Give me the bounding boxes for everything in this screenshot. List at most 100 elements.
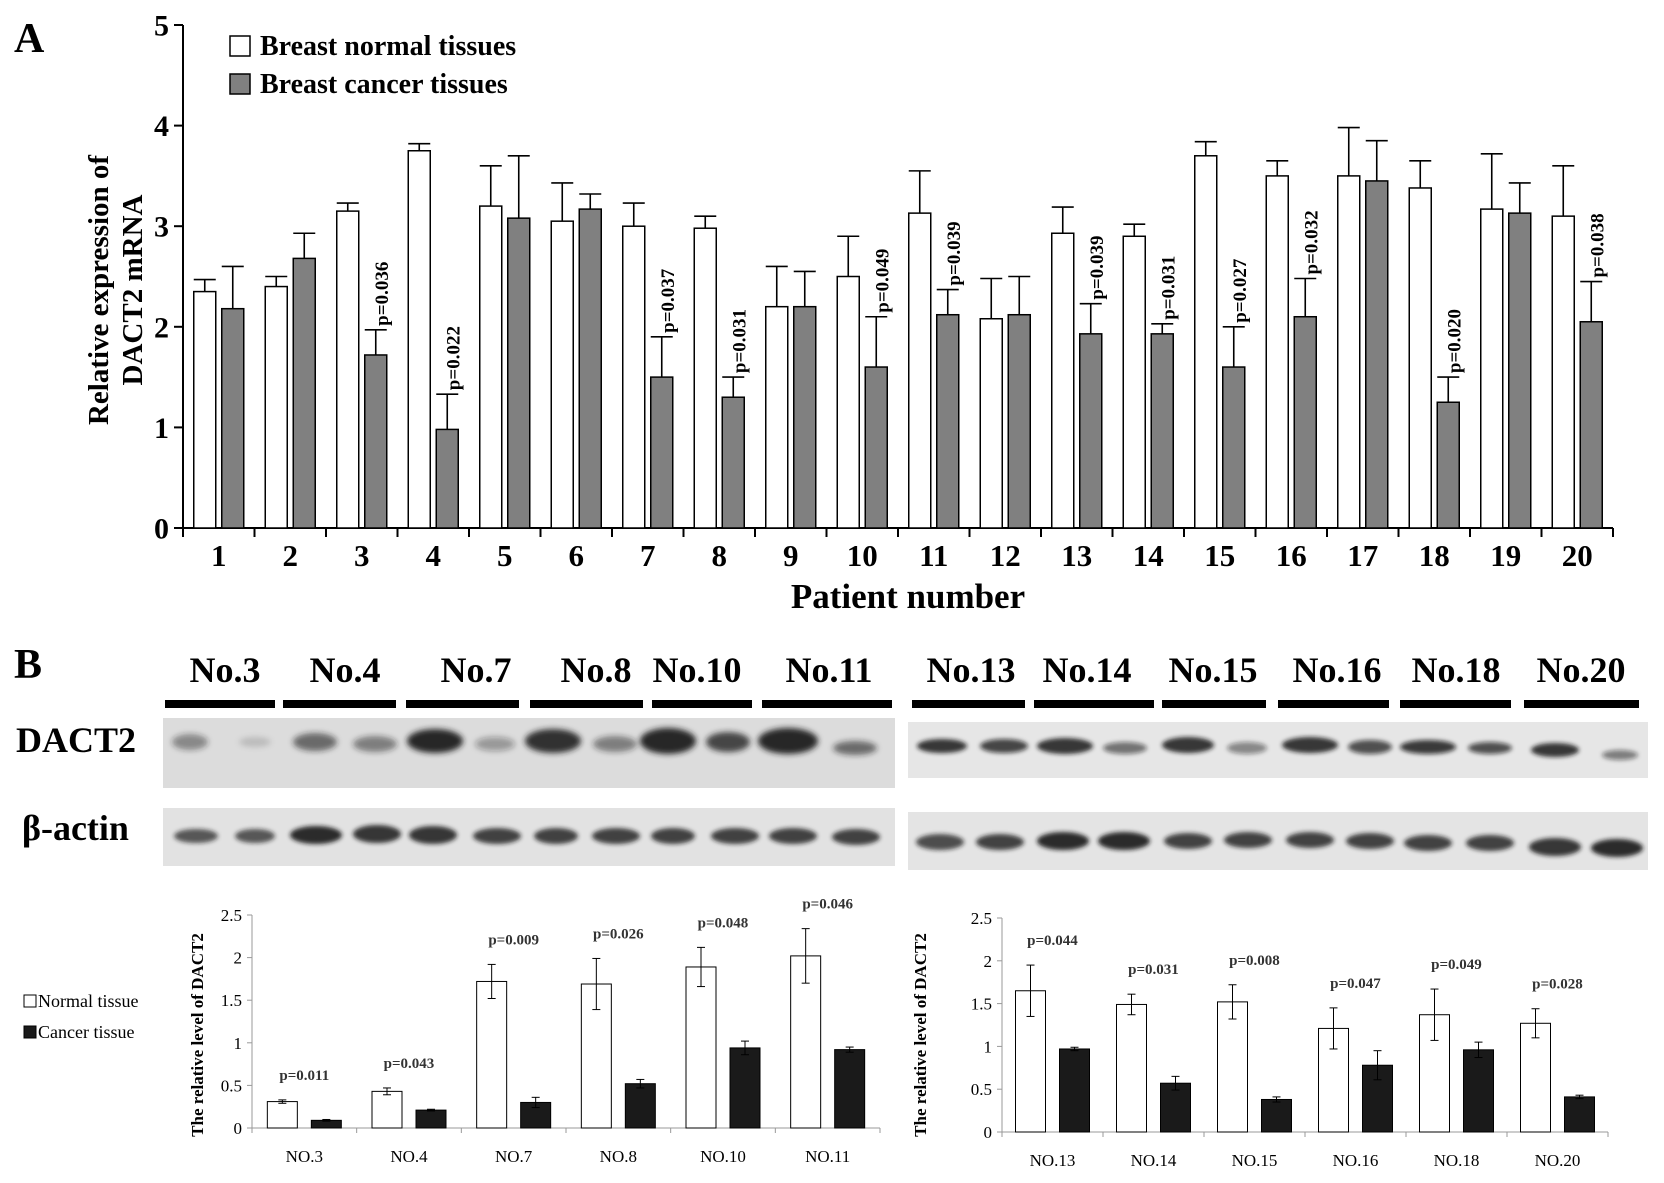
y-tick-label: 2 bbox=[154, 311, 169, 344]
bar bbox=[1194, 155, 1218, 529]
x-tick-label: 1 bbox=[211, 538, 227, 573]
panel-b-right-chart: 0 0.5 1 1.5 2 2.5 NO.13 NO.14 NO.15 NO.16 NO.18 NO.… bbox=[971, 909, 1609, 1170]
bar bbox=[1508, 212, 1532, 529]
y-tick-label: 0 bbox=[984, 1123, 993, 1142]
p-value-annotation: p=0.038 bbox=[1587, 213, 1608, 277]
x-tick-label: NO.7 bbox=[495, 1147, 533, 1166]
x-tick-label: 8 bbox=[712, 538, 728, 573]
p-value-annotation: p=0.028 bbox=[1532, 977, 1583, 993]
bar bbox=[371, 1090, 403, 1129]
bar bbox=[1079, 333, 1103, 529]
bar bbox=[1222, 366, 1246, 529]
panel-a-ylabel-line1: Relative expression of bbox=[83, 155, 115, 425]
x-tick-label: NO.10 bbox=[700, 1147, 746, 1166]
panel-a-ylabel-line2: DACT2 mRNA bbox=[117, 194, 149, 385]
bar bbox=[1261, 1098, 1292, 1133]
x-tick-label: 17 bbox=[1347, 538, 1378, 573]
p-value-annotation: p=0.043 bbox=[384, 1056, 435, 1072]
x-tick-label: 3 bbox=[354, 538, 370, 573]
y-tick-label: 1 bbox=[154, 412, 169, 445]
bar bbox=[622, 225, 646, 529]
p-value-annotation: p=0.039 bbox=[944, 221, 965, 285]
bar bbox=[1160, 1082, 1191, 1133]
bar bbox=[550, 220, 574, 529]
p-value-annotation: p=0.022 bbox=[443, 326, 464, 390]
panel-b-left-ylabel: The relative level of DACT2 bbox=[188, 933, 207, 1137]
bar bbox=[864, 366, 888, 529]
y-tick-label: 1.5 bbox=[971, 995, 992, 1014]
bar bbox=[908, 212, 932, 529]
x-tick-label: 12 bbox=[990, 538, 1021, 573]
x-tick-label: NO.15 bbox=[1232, 1151, 1278, 1170]
x-tick-label: 15 bbox=[1204, 538, 1235, 573]
bar bbox=[1265, 175, 1289, 529]
p-value-annotation: p=0.027 bbox=[1230, 258, 1251, 323]
lane-label: No.7 bbox=[441, 650, 512, 690]
p-value-annotation: p=0.032 bbox=[1301, 210, 1322, 274]
p-value-annotation: p=0.039 bbox=[1087, 236, 1108, 300]
lane-label: No.10 bbox=[653, 650, 742, 690]
bar bbox=[685, 966, 717, 1129]
bar bbox=[1293, 315, 1317, 529]
blot-row-label-beta-actin: β-actin bbox=[22, 808, 129, 848]
bar bbox=[1150, 333, 1174, 529]
x-tick-label: 14 bbox=[1133, 538, 1164, 573]
lane-label: No.4 bbox=[310, 650, 381, 690]
lane-label: No.18 bbox=[1412, 650, 1501, 690]
bar bbox=[292, 257, 316, 529]
x-tick-label: 9 bbox=[783, 538, 799, 573]
x-tick-label: 18 bbox=[1419, 538, 1450, 573]
p-value-annotation: p=0.047 bbox=[1330, 976, 1381, 992]
bar bbox=[1408, 187, 1432, 529]
bar bbox=[1059, 1048, 1090, 1133]
bar bbox=[936, 313, 960, 529]
x-tick-label: 5 bbox=[497, 538, 513, 573]
y-tick-label: 5 bbox=[154, 10, 169, 43]
western-blot-dact2 bbox=[163, 718, 1648, 788]
panel-a-letter: A bbox=[14, 16, 45, 62]
x-tick-label: 11 bbox=[919, 538, 948, 573]
y-tick-label: 0.5 bbox=[971, 1080, 992, 1099]
lane-label: No.8 bbox=[561, 650, 632, 690]
bar bbox=[721, 396, 745, 529]
bar bbox=[1122, 235, 1146, 529]
x-tick-label: NO.3 bbox=[286, 1147, 323, 1166]
y-tick-label: 2 bbox=[234, 949, 243, 968]
x-tick-label: 4 bbox=[426, 538, 442, 573]
legend-label-cancer: Cancer tissue bbox=[38, 1022, 134, 1042]
bar bbox=[1520, 1022, 1551, 1133]
bar bbox=[435, 428, 459, 529]
bar bbox=[1436, 401, 1460, 529]
y-tick-label: 0 bbox=[154, 513, 169, 546]
y-tick-label: 1 bbox=[234, 1034, 243, 1053]
y-tick-label: 0 bbox=[234, 1119, 243, 1138]
panel-b-right-ylabel: The relative level of DACT2 bbox=[911, 933, 930, 1137]
x-tick-label: NO.8 bbox=[600, 1147, 637, 1166]
bar bbox=[221, 307, 245, 529]
x-tick-label: NO.11 bbox=[805, 1147, 850, 1166]
y-tick-label: 3 bbox=[154, 211, 169, 244]
bar bbox=[415, 1109, 447, 1129]
legend-swatch-cancer bbox=[229, 73, 251, 95]
x-tick-label: NO.13 bbox=[1030, 1151, 1076, 1170]
bar bbox=[364, 354, 388, 529]
p-value-annotation: p=0.036 bbox=[372, 262, 393, 326]
lane-label: No.16 bbox=[1293, 650, 1382, 690]
x-tick-label: 19 bbox=[1490, 538, 1521, 573]
panel-b-letter: B bbox=[14, 642, 42, 688]
legend-label-cancer: Breast cancer tissues bbox=[260, 69, 508, 100]
bar bbox=[1564, 1096, 1595, 1133]
bar bbox=[1579, 321, 1603, 529]
bar bbox=[793, 305, 817, 529]
x-tick-label: NO.20 bbox=[1535, 1151, 1581, 1170]
blot-row-label-dact2: DACT2 bbox=[16, 720, 136, 760]
bar bbox=[979, 318, 1003, 529]
bar bbox=[507, 217, 531, 529]
legend-swatch-normal bbox=[229, 35, 251, 57]
y-tick-label: 1.5 bbox=[221, 991, 242, 1010]
blot-lane-bars bbox=[165, 700, 1639, 708]
bar bbox=[765, 305, 789, 529]
bar bbox=[790, 955, 822, 1129]
bar bbox=[264, 285, 288, 529]
p-value-annotation: p=0.048 bbox=[698, 915, 749, 931]
